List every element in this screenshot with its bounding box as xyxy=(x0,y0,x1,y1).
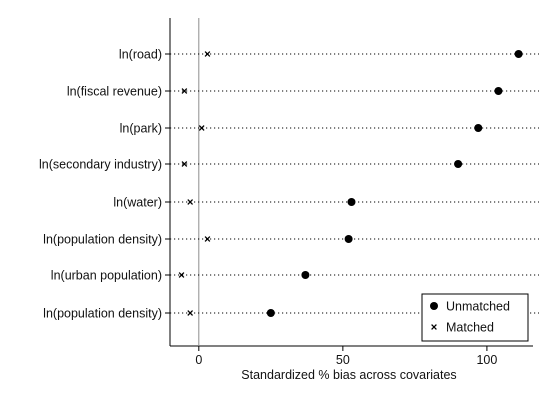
x-mark-stroke xyxy=(204,236,211,242)
x-mark-stroke xyxy=(181,161,188,167)
legend-key-matched xyxy=(431,324,437,330)
legend-label: Unmatched xyxy=(446,300,510,314)
x-mark-stroke xyxy=(187,199,194,205)
x-mark-stroke xyxy=(198,125,205,131)
category-label: ln(secondary industry) xyxy=(39,158,162,172)
matched-point xyxy=(204,236,211,242)
category-label: ln(park) xyxy=(120,122,162,136)
x-mark-stroke xyxy=(431,324,437,330)
matched-point xyxy=(187,310,194,316)
x-mark-stroke xyxy=(204,51,211,57)
matched-point xyxy=(178,272,185,278)
x-tick-label: 0 xyxy=(195,353,202,367)
unmatched-point xyxy=(494,87,503,95)
unmatched-point xyxy=(344,235,353,243)
matched-point xyxy=(187,199,194,205)
unmatched-point xyxy=(454,160,463,168)
unmatched-point xyxy=(514,50,523,58)
category-label: ln(population density) xyxy=(43,307,162,321)
unmatched-point xyxy=(474,124,483,132)
category-label: ln(population density) xyxy=(43,233,162,247)
x-tick-label: 50 xyxy=(336,353,350,367)
category-label: ln(urban population) xyxy=(51,269,162,283)
x-mark-stroke xyxy=(178,272,185,278)
legend-label: Matched xyxy=(446,321,494,335)
unmatched-point xyxy=(266,309,275,317)
x-tick-label: 100 xyxy=(476,353,497,367)
matched-point xyxy=(181,161,188,167)
category-label: ln(water) xyxy=(113,196,162,210)
matched-point xyxy=(181,88,188,94)
x-mark-stroke xyxy=(181,88,188,94)
unmatched-point xyxy=(347,198,356,206)
legend-box xyxy=(421,293,529,342)
matched-point xyxy=(198,125,205,131)
category-label: ln(fiscal revenue) xyxy=(67,85,162,99)
x-mark-stroke xyxy=(187,310,194,316)
legend-key-unmatched xyxy=(430,302,438,310)
unmatched-point xyxy=(301,271,310,279)
category-label: ln(road) xyxy=(119,48,162,62)
x-axis-title: Standardized % bias across covariates xyxy=(241,368,456,382)
matched-point xyxy=(204,51,211,57)
